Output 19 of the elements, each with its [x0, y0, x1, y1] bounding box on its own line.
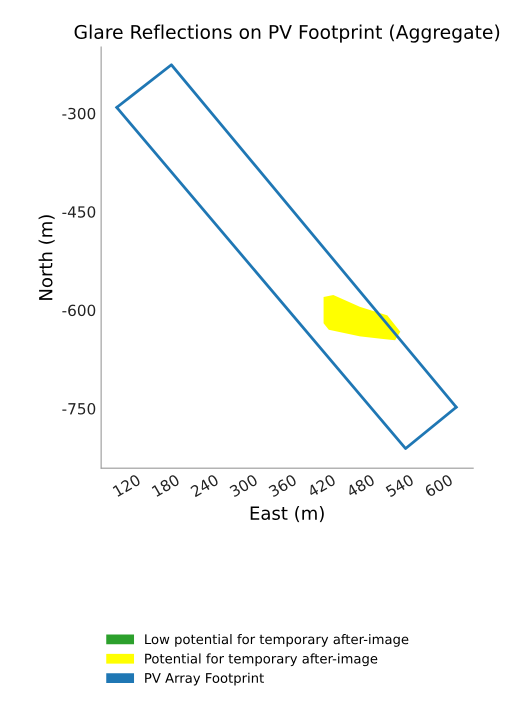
x-tick-label: 480	[346, 474, 376, 498]
x-tick-label: 540	[385, 474, 414, 498]
y-tick-label: -450	[62, 206, 96, 218]
y-tick-label: -300	[62, 108, 96, 120]
x-tick-label: 420	[306, 474, 336, 498]
x-tick-label: 600	[424, 474, 454, 498]
x-tick-label: 180	[151, 474, 180, 498]
x-tick-label: 240	[190, 474, 220, 498]
y-axis-title: North (m)	[38, 215, 55, 300]
x-tick-label: 120	[112, 474, 142, 498]
x-tick-label: 300	[229, 474, 258, 498]
y-tick-label: -750	[62, 402, 96, 415]
y-tick-label: -600	[62, 304, 96, 316]
legend-label: Potential for temporary after-image	[145, 653, 378, 666]
x-axis-title: East (m)	[250, 506, 324, 522]
chart-title: Glare Reflections on PV Footprint (Aggregate)	[74, 24, 500, 43]
legend-label: PV Array Footprint	[145, 672, 264, 686]
x-tick-label: 360	[268, 474, 298, 498]
legend-label: Low potential for temporary after-image	[145, 634, 408, 647]
